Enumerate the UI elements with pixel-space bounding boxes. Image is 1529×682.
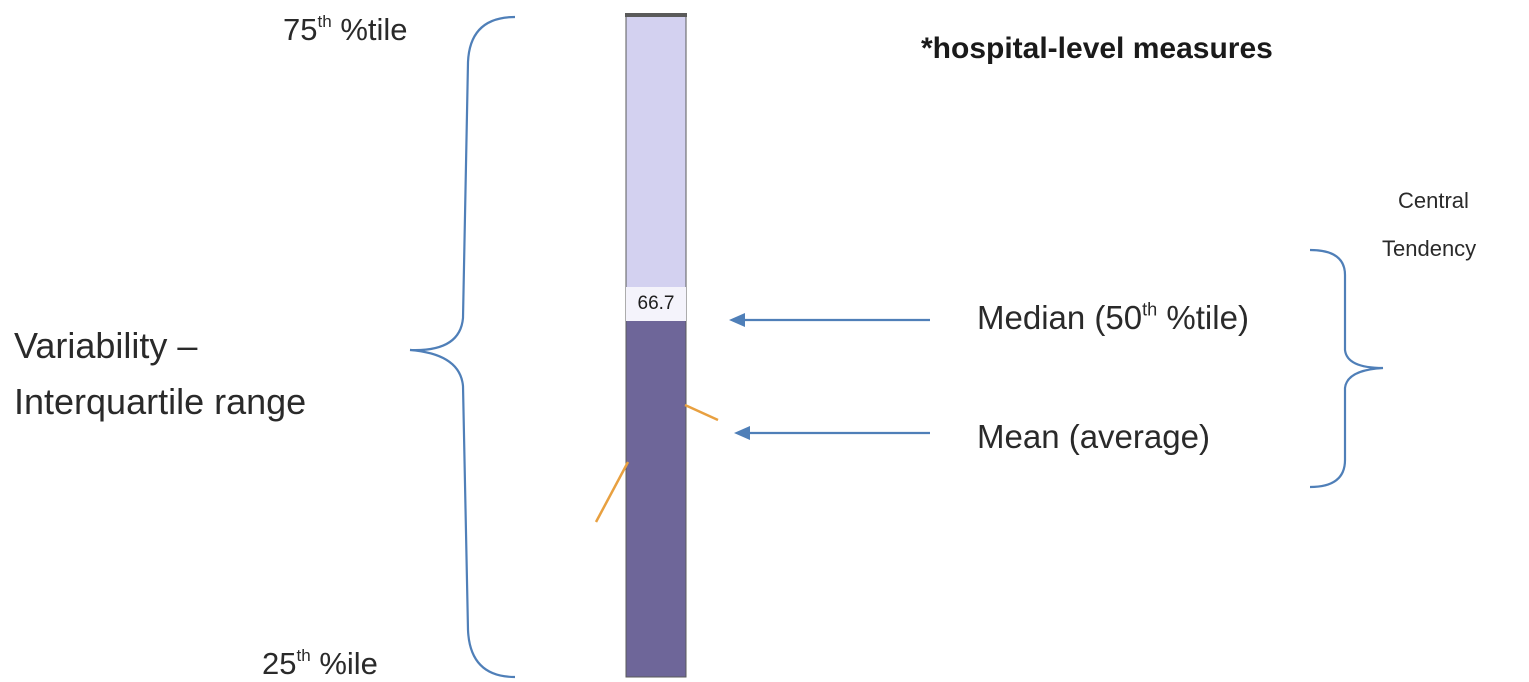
- central-tendency-brace: [1309, 248, 1384, 489]
- percentile-25-label: 25th %ile: [262, 646, 378, 681]
- median-value-label: 66.7: [626, 287, 686, 321]
- upper-quartile-segment: [626, 15, 686, 287]
- mean-label: Mean (average): [977, 418, 1210, 455]
- mean-accent-mark: [684, 403, 719, 422]
- variability-label: Variability –: [14, 325, 198, 366]
- interquartile-range-brace: [409, 15, 516, 679]
- lower-quartile-segment: [626, 321, 686, 677]
- lower-accent-mark: [594, 461, 630, 523]
- mean-arrow-head: [734, 426, 750, 440]
- median-arrow-head: [729, 313, 745, 327]
- central-tendency-label-line1: Central: [1398, 188, 1469, 213]
- percentile-75-label: 75th %tile: [283, 12, 408, 47]
- diagram-title: *hospital-level measures: [921, 32, 1273, 65]
- median-label: Median (50th %tile): [977, 299, 1249, 336]
- interquartile-range-label: Interquartile range: [14, 381, 307, 422]
- central-tendency-label-line2: Tendency: [1382, 236, 1477, 261]
- bar-outline: [625, 14, 687, 678]
